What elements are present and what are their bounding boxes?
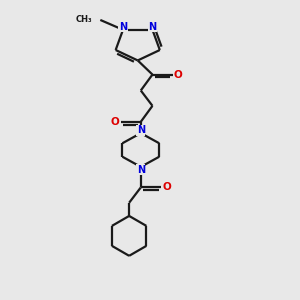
Text: N: N: [148, 22, 157, 32]
Text: O: O: [111, 117, 119, 127]
Text: O: O: [174, 70, 183, 80]
Text: N: N: [137, 125, 145, 135]
Text: CH₃: CH₃: [76, 15, 92, 24]
Text: N: N: [137, 165, 145, 175]
Text: O: O: [162, 182, 171, 192]
Text: N: N: [119, 22, 127, 32]
